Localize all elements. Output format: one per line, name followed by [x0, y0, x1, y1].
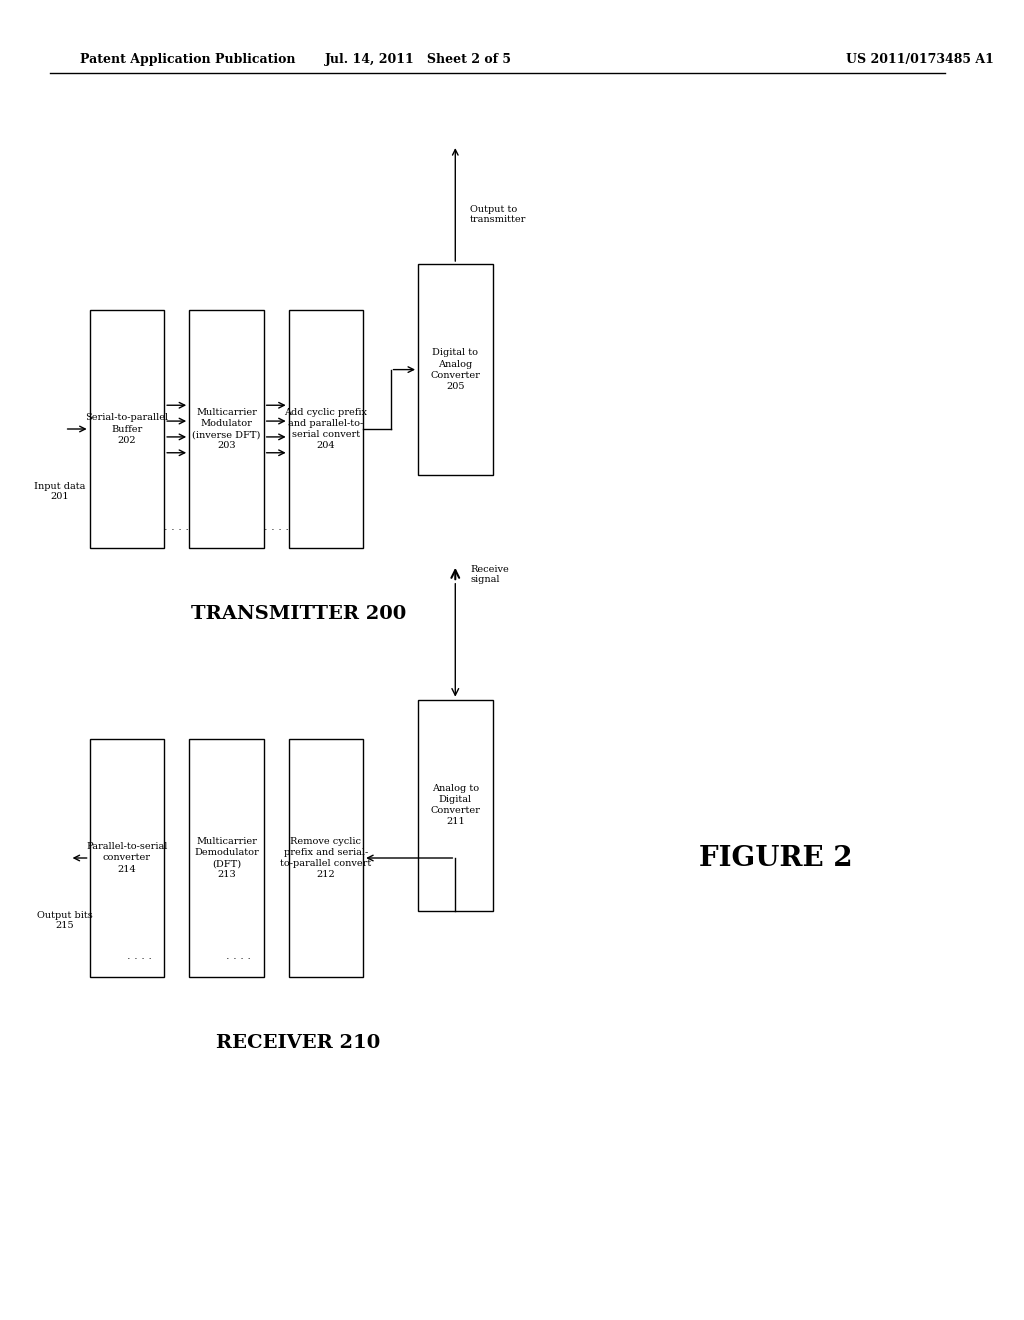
FancyBboxPatch shape	[418, 264, 493, 475]
Text: · · · ·: · · · ·	[263, 524, 289, 535]
Text: Add cyclic prefix
and parallel-to-
serial convert
204: Add cyclic prefix and parallel-to- seria…	[285, 408, 368, 450]
Text: Parallel-to-serial
converter
214: Parallel-to-serial converter 214	[86, 842, 168, 874]
Text: Input data
201: Input data 201	[34, 482, 85, 502]
Text: Output to
transmitter: Output to transmitter	[470, 205, 526, 224]
Text: Patent Application Publication: Patent Application Publication	[80, 53, 295, 66]
Text: Receive
signal: Receive signal	[470, 565, 509, 583]
Text: Output bits
215: Output bits 215	[37, 911, 92, 931]
Text: TRANSMITTER 200: TRANSMITTER 200	[190, 605, 407, 623]
Text: Serial-to-parallel
Buffer
202: Serial-to-parallel Buffer 202	[85, 413, 168, 445]
FancyBboxPatch shape	[289, 739, 364, 977]
Text: · · · ·: · · · ·	[226, 953, 251, 964]
Text: RECEIVER 210: RECEIVER 210	[216, 1034, 381, 1052]
Text: Jul. 14, 2011   Sheet 2 of 5: Jul. 14, 2011 Sheet 2 of 5	[325, 53, 511, 66]
Text: · · · ·: · · · ·	[164, 524, 189, 535]
Text: Analog to
Digital
Converter
211: Analog to Digital Converter 211	[430, 784, 480, 826]
FancyBboxPatch shape	[189, 310, 264, 548]
FancyBboxPatch shape	[289, 310, 364, 548]
Text: Multicarrier
Modulator
(inverse DFT)
203: Multicarrier Modulator (inverse DFT) 203	[193, 408, 260, 450]
FancyBboxPatch shape	[89, 310, 164, 548]
Text: FIGURE 2: FIGURE 2	[699, 845, 853, 871]
FancyBboxPatch shape	[189, 739, 264, 977]
Text: US 2011/0173485 A1: US 2011/0173485 A1	[846, 53, 993, 66]
Text: Multicarrier
Demodulator
(DFT)
213: Multicarrier Demodulator (DFT) 213	[194, 837, 259, 879]
Text: · · · ·: · · · ·	[127, 953, 152, 964]
Text: Remove cyclic
prefix and serial-
to-parallel convert
212: Remove cyclic prefix and serial- to-para…	[281, 837, 372, 879]
Text: Digital to
Analog
Converter
205: Digital to Analog Converter 205	[430, 348, 480, 391]
FancyBboxPatch shape	[418, 700, 493, 911]
FancyBboxPatch shape	[89, 739, 164, 977]
